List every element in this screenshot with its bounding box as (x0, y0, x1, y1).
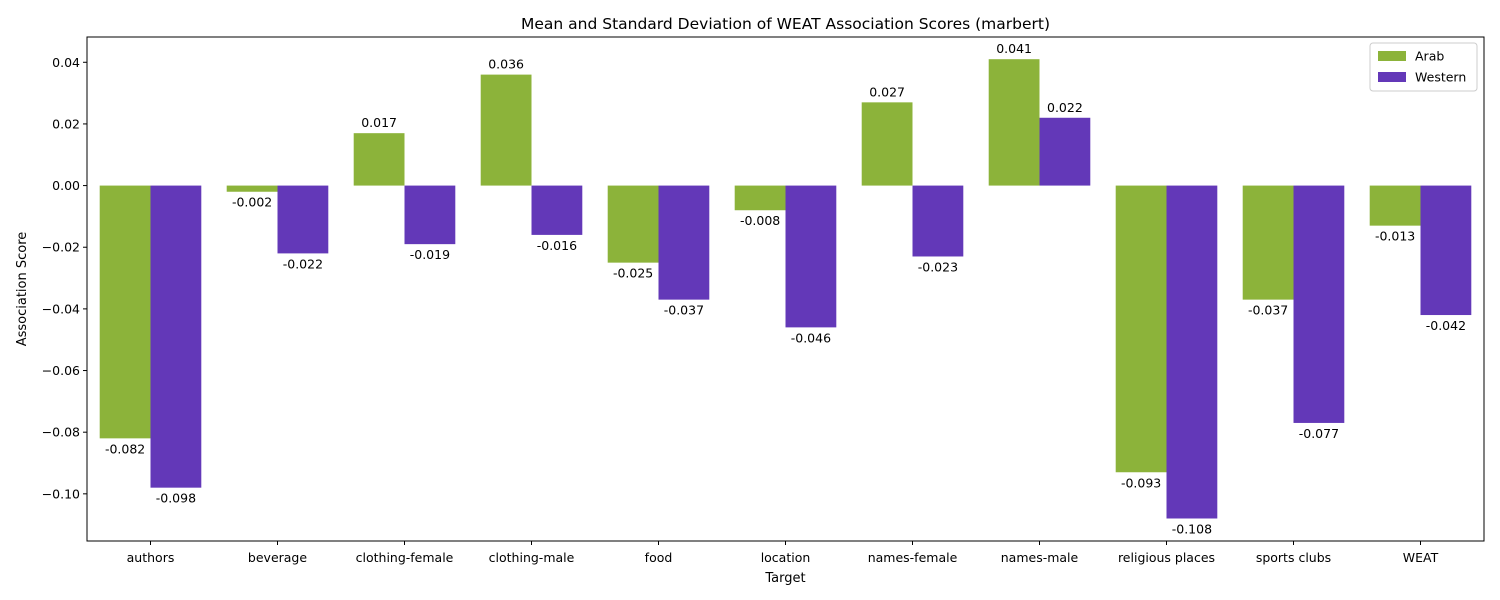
legend-swatch-western (1378, 72, 1406, 82)
x-tick-label: beverage (248, 550, 307, 565)
bar-arab-0 (99, 185, 151, 439)
legend: Arab Western (1369, 42, 1478, 92)
bar-arab-7 (988, 59, 1040, 186)
y-tick-label: −0.08 (42, 425, 80, 440)
x-tick-label: WEAT (1403, 550, 1439, 565)
data-label-western-5: -0.046 (791, 330, 831, 345)
data-label-arab-10: -0.013 (1375, 229, 1415, 244)
bar-arab-3 (480, 74, 532, 186)
data-label-arab-4: -0.025 (613, 266, 653, 281)
data-label-western-3: -0.016 (537, 238, 577, 253)
y-axis: −0.10 −0.08 −0.06 −0.04 −0.02 0.00 0.02 0.04 (42, 55, 87, 501)
bar-arab-9 (1242, 185, 1294, 300)
data-label-arab-5: -0.008 (740, 213, 780, 228)
bar-western-2 (404, 185, 456, 245)
bar-arab-1 (226, 185, 278, 192)
bar-arab-4 (607, 185, 659, 263)
y-tick-label: −0.02 (42, 240, 80, 255)
x-tick-label: authors (127, 550, 175, 565)
bar-western-7 (1039, 117, 1091, 186)
data-label-arab-1: -0.002 (232, 195, 272, 210)
x-tick-label: location (761, 550, 811, 565)
bar-arab-10 (1369, 185, 1421, 226)
legend-label-western: Western (1415, 70, 1466, 85)
data-label-western-4: -0.037 (664, 303, 704, 318)
bar-western-8 (1166, 185, 1218, 519)
bar-western-1 (277, 185, 329, 254)
data-label-arab-6: 0.027 (869, 84, 905, 99)
y-tick-label: −0.06 (42, 363, 80, 378)
data-label-western-1: -0.022 (283, 256, 323, 271)
bar-arab-5 (734, 185, 786, 211)
legend-swatch-arab (1378, 51, 1406, 61)
bar-western-5 (785, 185, 837, 328)
y-tick-label: 0.04 (52, 55, 80, 70)
x-tick-label: clothing-female (356, 550, 454, 565)
x-tick-label: names-male (1001, 550, 1079, 565)
data-label-western-2: -0.019 (410, 247, 450, 262)
data-label-western-6: -0.023 (918, 259, 958, 274)
bar-western-0 (150, 185, 202, 488)
x-tick-label: food (645, 550, 673, 565)
data-labels-layer: -0.082 -0.002 0.017 0.036 -0.025 -0.008 0.027 0… (105, 41, 1466, 536)
x-tick-label: names-female (868, 550, 958, 565)
bar-western-3 (531, 185, 583, 235)
bars-layer (99, 59, 1472, 519)
y-tick-label: −0.04 (42, 301, 80, 316)
data-label-western-0: -0.098 (156, 491, 196, 506)
x-axis-label: Target (764, 571, 805, 586)
data-label-arab-3: 0.036 (488, 57, 524, 72)
x-tick-label: religious places (1118, 550, 1215, 565)
data-label-western-7: 0.022 (1047, 100, 1083, 115)
y-axis-label: Association Score (15, 232, 30, 347)
bar-western-4 (658, 185, 710, 300)
data-label-western-10: -0.042 (1426, 318, 1466, 333)
x-axis: authors beverage clothing-female clothing-m… (127, 541, 1439, 565)
bar-western-10 (1420, 185, 1472, 316)
data-label-western-9: -0.077 (1299, 426, 1339, 441)
data-label-arab-2: 0.017 (361, 115, 397, 130)
bar-arab-2 (353, 133, 405, 186)
x-tick-label: clothing-male (489, 550, 575, 565)
bar-arab-8 (1115, 185, 1167, 473)
y-tick-label: −0.10 (42, 486, 80, 501)
x-tick-label: sports clubs (1256, 550, 1331, 565)
bar-western-6 (912, 185, 964, 257)
data-label-western-8: -0.108 (1172, 521, 1212, 536)
chart-title: Mean and Standard Deviation of WEAT Asso… (521, 15, 1050, 33)
legend-label-arab: Arab (1415, 49, 1444, 64)
y-tick-label: 0.02 (52, 116, 80, 131)
data-label-arab-9: -0.037 (1248, 303, 1288, 318)
y-tick-label: 0.00 (52, 178, 80, 193)
data-label-arab-7: 0.041 (996, 41, 1032, 56)
data-label-arab-8: -0.093 (1121, 475, 1161, 490)
bar-arab-6 (861, 102, 913, 186)
bar-western-9 (1293, 185, 1345, 423)
data-label-arab-0: -0.082 (105, 441, 145, 456)
